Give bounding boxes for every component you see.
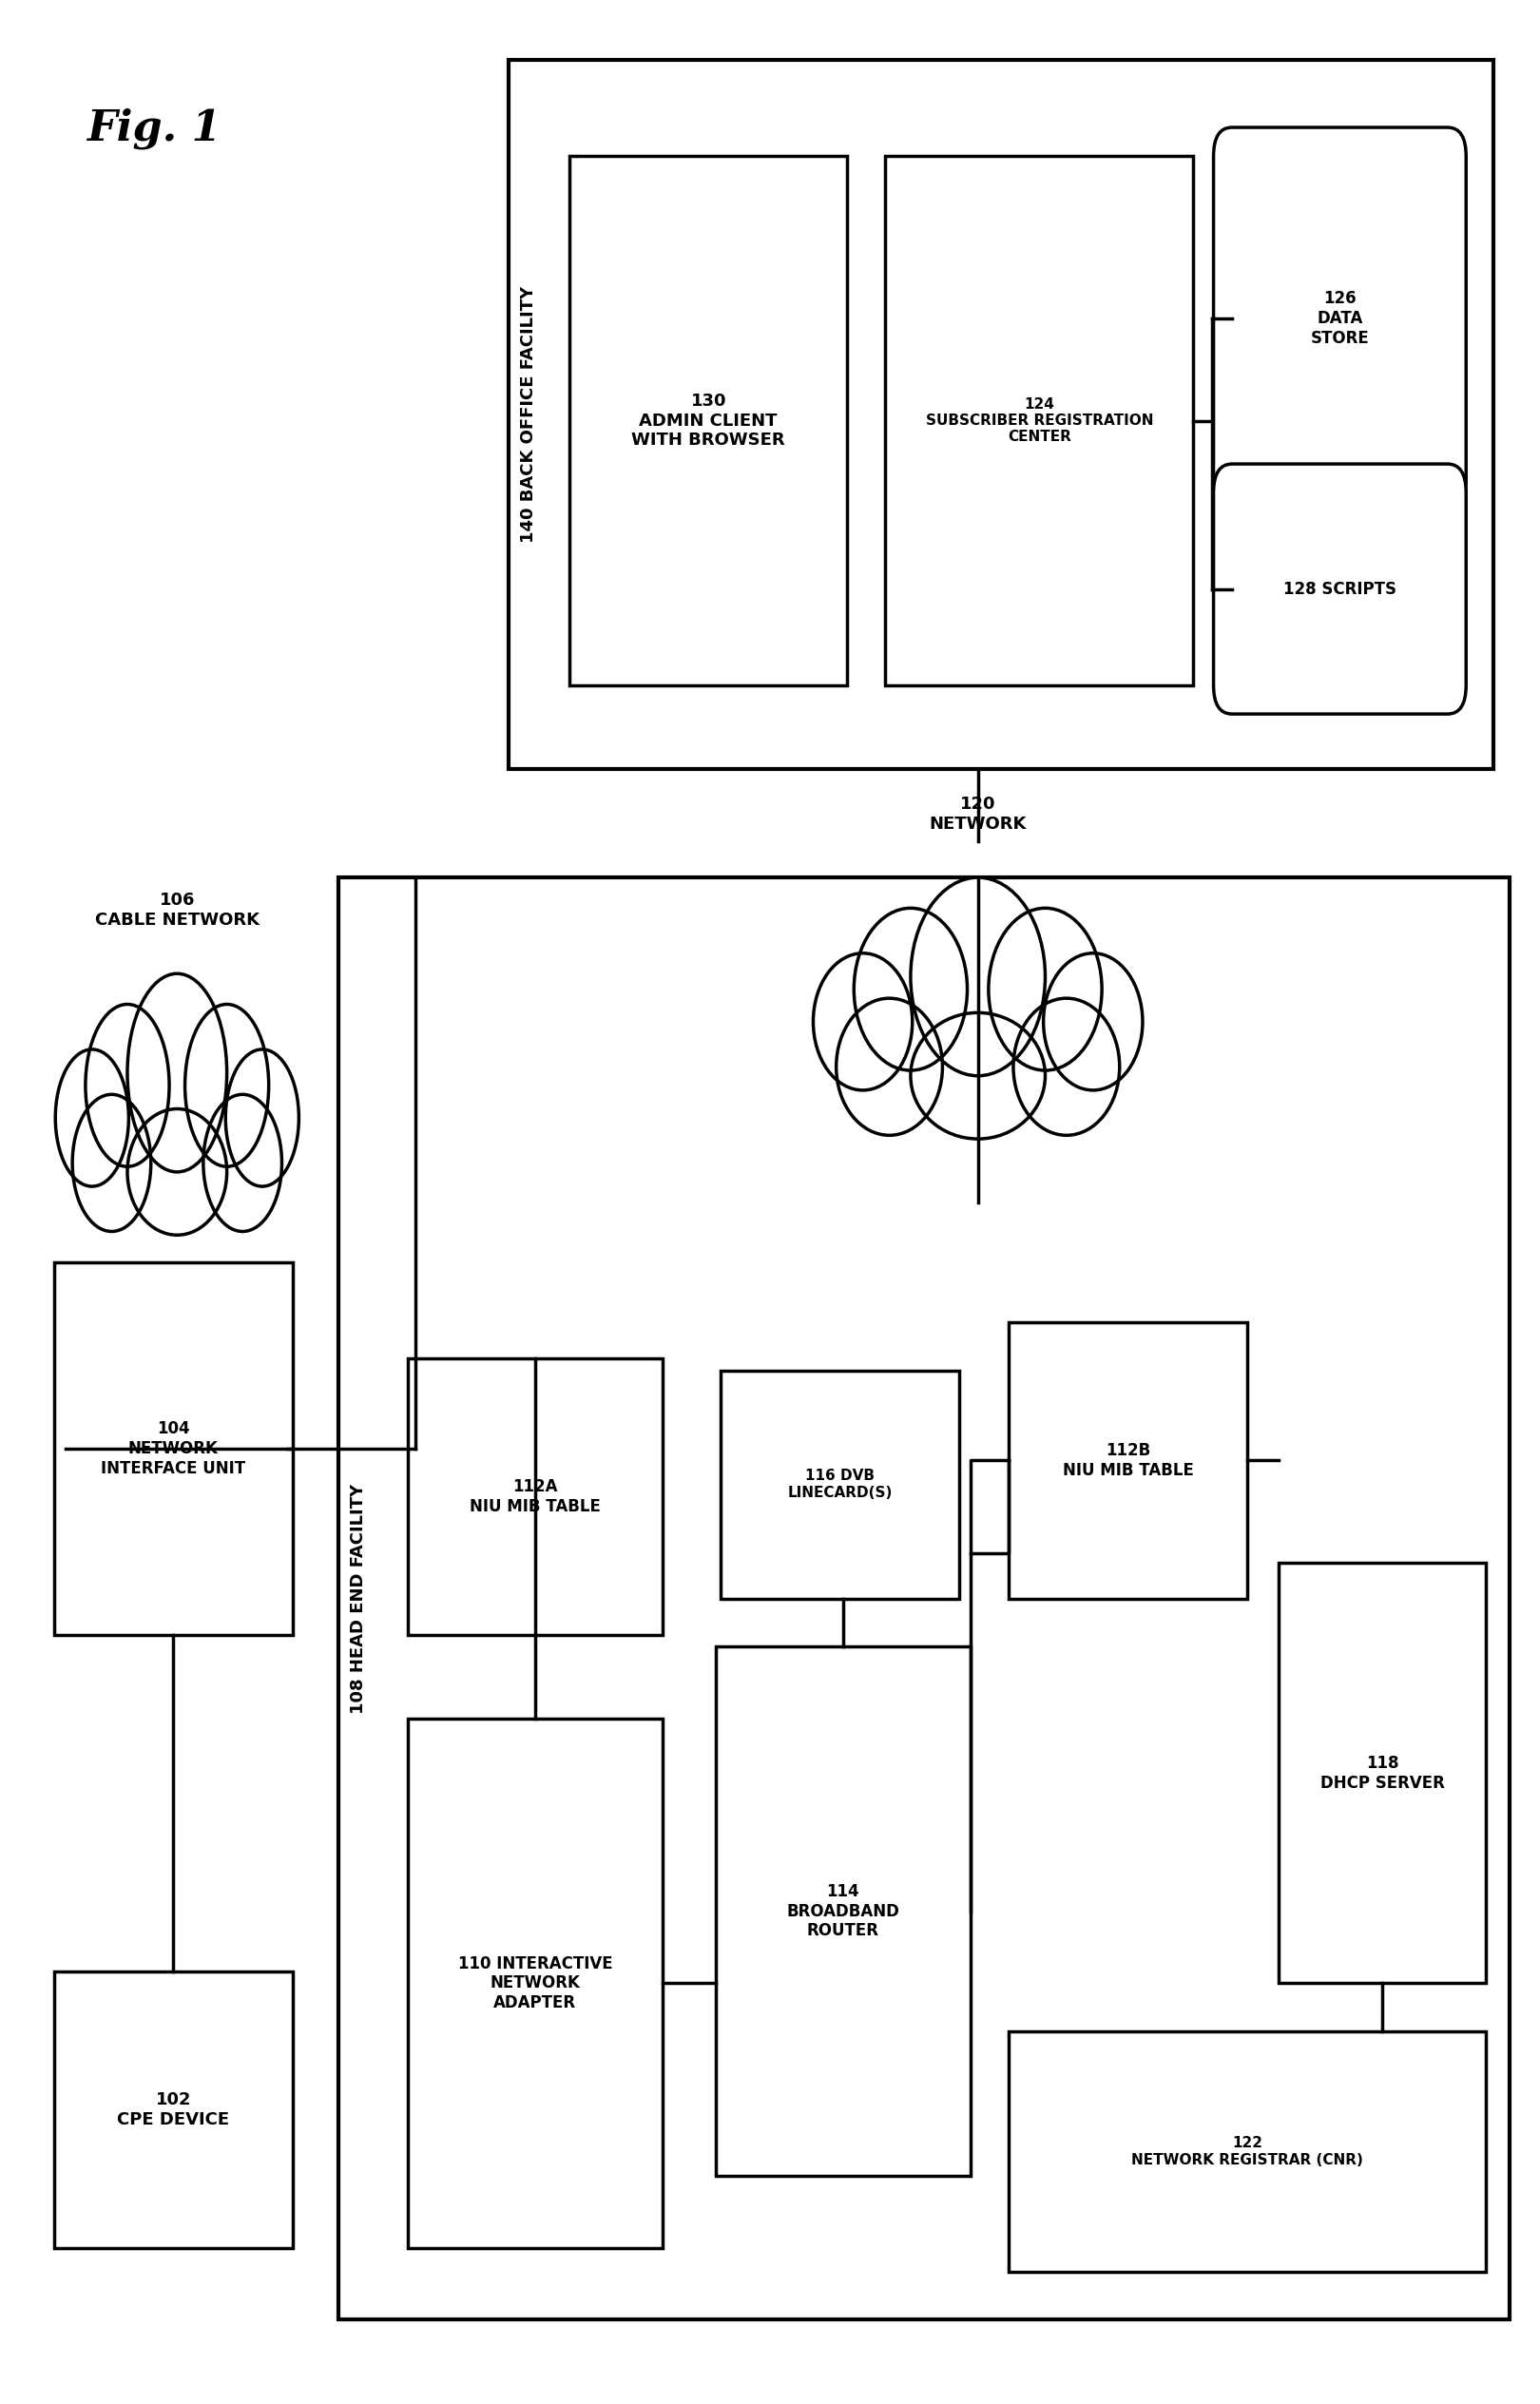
FancyBboxPatch shape xyxy=(408,1358,662,1635)
Text: 108 HEAD END FACILITY: 108 HEAD END FACILITY xyxy=(350,1483,368,1714)
Ellipse shape xyxy=(85,1005,169,1166)
FancyBboxPatch shape xyxy=(721,1370,959,1599)
Text: 110 INTERACTIVE
NETWORK
ADAPTER: 110 INTERACTIVE NETWORK ADAPTER xyxy=(457,1954,613,2012)
Text: 112A
NIU MIB TABLE: 112A NIU MIB TABLE xyxy=(470,1478,601,1515)
Ellipse shape xyxy=(55,1048,129,1185)
Ellipse shape xyxy=(910,1012,1046,1139)
Text: 120
NETWORK: 120 NETWORK xyxy=(929,796,1027,832)
FancyBboxPatch shape xyxy=(508,60,1494,769)
Text: 102
CPE DEVICE: 102 CPE DEVICE xyxy=(117,2091,229,2128)
Ellipse shape xyxy=(225,1048,299,1185)
Text: Fig. 1: Fig. 1 xyxy=(86,108,222,149)
Ellipse shape xyxy=(853,909,967,1070)
FancyBboxPatch shape xyxy=(1009,2031,1486,2272)
Ellipse shape xyxy=(989,909,1101,1070)
FancyBboxPatch shape xyxy=(1278,1563,1486,1983)
FancyBboxPatch shape xyxy=(716,1647,970,2176)
Text: 122
NETWORK REGISTRAR (CNR): 122 NETWORK REGISTRAR (CNR) xyxy=(1132,2137,1363,2166)
Text: 130
ADMIN CLIENT
WITH BROWSER: 130 ADMIN CLIENT WITH BROWSER xyxy=(631,392,785,450)
Text: 140 BACK OFFICE FACILITY: 140 BACK OFFICE FACILITY xyxy=(519,286,537,543)
Ellipse shape xyxy=(836,998,942,1135)
Text: 124
SUBSCRIBER REGISTRATION
CENTER: 124 SUBSCRIBER REGISTRATION CENTER xyxy=(926,397,1153,445)
Text: 126
DATA
STORE: 126 DATA STORE xyxy=(1311,291,1369,346)
FancyBboxPatch shape xyxy=(570,156,847,685)
Ellipse shape xyxy=(128,974,226,1171)
Ellipse shape xyxy=(1013,998,1120,1135)
FancyBboxPatch shape xyxy=(1214,127,1466,510)
FancyBboxPatch shape xyxy=(408,1719,662,2248)
Text: 104
NETWORK
INTERFACE UNIT: 104 NETWORK INTERFACE UNIT xyxy=(102,1421,245,1476)
FancyBboxPatch shape xyxy=(54,1262,293,1635)
Ellipse shape xyxy=(910,877,1046,1077)
Text: 116 DVB
LINECARD(S): 116 DVB LINECARD(S) xyxy=(787,1469,893,1500)
FancyBboxPatch shape xyxy=(885,156,1194,685)
Text: 112B
NIU MIB TABLE: 112B NIU MIB TABLE xyxy=(1063,1442,1194,1478)
Ellipse shape xyxy=(128,1108,226,1236)
Ellipse shape xyxy=(203,1094,282,1231)
Ellipse shape xyxy=(813,954,912,1091)
FancyBboxPatch shape xyxy=(54,1971,293,2248)
FancyBboxPatch shape xyxy=(339,877,1509,2320)
FancyBboxPatch shape xyxy=(1214,464,1466,714)
Text: 128 SCRIPTS: 128 SCRIPTS xyxy=(1283,579,1397,599)
FancyBboxPatch shape xyxy=(1009,1322,1247,1599)
Text: 114
BROADBAND
ROUTER: 114 BROADBAND ROUTER xyxy=(787,1882,899,1940)
Ellipse shape xyxy=(185,1005,270,1166)
Text: 106
CABLE NETWORK: 106 CABLE NETWORK xyxy=(95,892,259,928)
Text: 118
DHCP SERVER: 118 DHCP SERVER xyxy=(1320,1755,1445,1791)
Ellipse shape xyxy=(1044,954,1143,1091)
Ellipse shape xyxy=(72,1094,151,1231)
